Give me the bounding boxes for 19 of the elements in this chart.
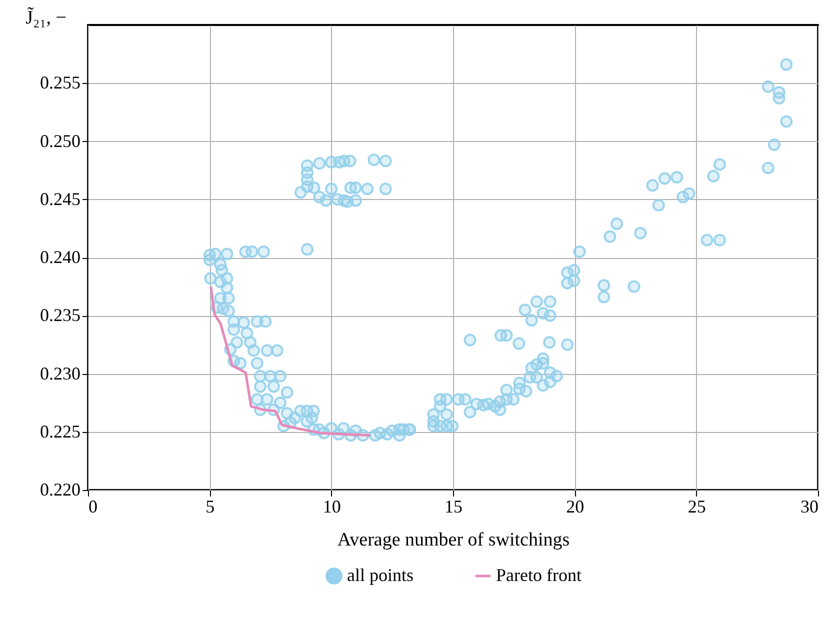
y-tick-label: 0.220 xyxy=(40,480,80,500)
x-tick-label: 20 xyxy=(566,496,584,516)
x-axis-title: Average number of switchings xyxy=(337,530,570,550)
y-tick-label: 0.255 xyxy=(40,72,80,93)
y-tick-label: 0.245 xyxy=(40,188,80,209)
y-tick-label: 0.240 xyxy=(40,247,80,267)
y-tick-label: 0.230 xyxy=(40,363,80,384)
y-tick-label: 0.225 xyxy=(40,421,80,442)
y-tick-label: 0.250 xyxy=(40,130,80,151)
x-tick-label: 5 xyxy=(206,496,215,516)
x-tick-label: 10 xyxy=(322,496,341,516)
x-tick-label: 15 xyxy=(444,496,462,516)
x-tick-label: 0 xyxy=(88,496,98,516)
x-tick-label: 30 xyxy=(800,496,818,516)
y-tick-label: 0.235 xyxy=(40,305,80,326)
legend-label: Pareto front xyxy=(496,565,582,585)
legend-label: all points xyxy=(347,565,414,585)
y-axis-title: J̃₂₁, − xyxy=(26,6,66,28)
x-tick-label: 25 xyxy=(688,496,706,516)
